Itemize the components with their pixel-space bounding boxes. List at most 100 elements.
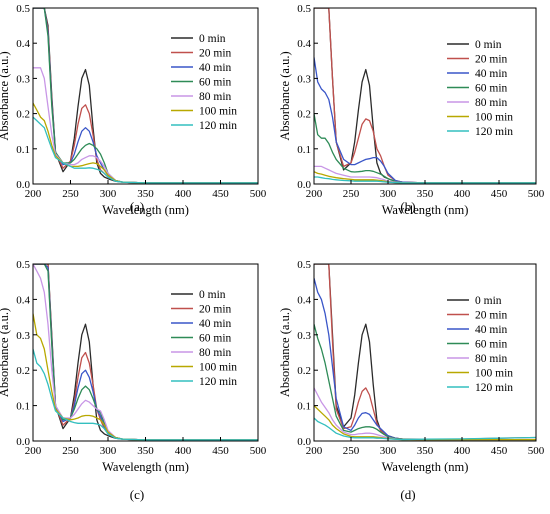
y-tick-label: 0.2 [16,365,30,377]
y-tick-label: 0.1 [297,401,311,413]
x-tick-label: 250 [62,188,79,200]
x-tick-label: 450 [212,188,229,200]
y-tick-label: 0.3 [16,330,30,342]
legend-label: 60 min [199,333,232,345]
series-line-0-min [314,8,536,184]
legend-label: 120 min [475,382,513,394]
legend-label: 120 min [199,120,237,132]
legend-label: 0 min [199,33,226,45]
x-tick-label: 500 [528,445,545,457]
series-line-120-min [314,176,536,184]
x-tick-label: 250 [343,188,360,200]
series-lines [33,264,258,441]
x-tick-label: 300 [380,445,397,457]
x-tick-label: 500 [528,188,545,200]
chart-panel-b: 200 250 300 350 400 450 500 0.0 0.1 0.2 0.3 0.4 0.5 W… [278,3,545,217]
y-tick-label: 0.3 [16,73,30,85]
y-axis-title: Absorbance (a.u.) [278,308,292,397]
legend-label: 40 min [475,324,508,336]
y-tick-label: 0.1 [16,401,30,413]
legend-label: 20 min [475,310,508,322]
x-tick-label: 400 [454,445,471,457]
legend-label: 80 min [199,347,232,359]
series-line-120-min [314,417,536,441]
legend: 0 min 20 min 40 min 60 min 80 min 100 min 120 … [171,289,237,388]
x-axis-title: Wavelength (nm) [102,460,189,474]
y-tick-label: 0.5 [297,259,311,271]
legend-label: 60 min [475,339,508,351]
panel-label: (c) [130,487,144,502]
y-tick-label: 0.0 [297,179,311,191]
chart-panel-c: 200 250 300 350 400 450 500 0.0 0.1 0.2 0.3 0.4 0.5 W… [0,259,267,502]
legend-label: 20 min [475,54,508,66]
y-tick-label: 0.4 [297,38,311,50]
legend-label: 40 min [199,318,232,330]
y-tick-label: 0.5 [297,3,311,15]
series-lines [33,8,258,184]
y-tick-label: 0.1 [297,144,311,156]
legend: 0 min 20 min 40 min 60 min 80 min 100 min 120 … [171,33,237,132]
x-tick-label: 350 [137,188,154,200]
chart-panel-a: 200 250 300 350 400 450 500 0.0 0.1 0.2 0.3 0.4 0.5 W… [0,3,267,217]
x-tick-label: 500 [250,445,267,457]
series-line-20-min [314,8,536,184]
series-lines [314,8,536,184]
y-tick-label: 0.2 [297,365,311,377]
legend-label: 120 min [475,126,513,138]
y-tick-label: 0.4 [297,294,311,306]
legend-label: 0 min [199,289,226,301]
x-tick-label: 350 [137,445,154,457]
legend-label: 80 min [475,353,508,365]
y-tick-label: 0.4 [16,294,30,306]
legend-label: 100 min [475,112,513,124]
x-tick-label: 300 [100,188,117,200]
x-axis-title: Wavelength (nm) [102,203,189,217]
legend-label: 0 min [475,295,502,307]
x-tick-label: 300 [380,188,397,200]
legend-label: 40 min [199,62,232,74]
x-tick-label: 300 [100,445,117,457]
x-tick-label: 400 [175,445,192,457]
x-tick-label: 250 [343,445,360,457]
legend-label: 60 min [199,77,232,89]
series-line-120-min [33,348,258,441]
y-tick-label: 0.0 [297,436,311,448]
legend-label: 20 min [199,48,232,60]
legend-label: 120 min [199,376,237,388]
series-line-120-min [33,116,258,184]
legend-label: 60 min [475,83,508,95]
chart-panel-d: 200 250 300 350 400 450 500 0.0 0.1 0.2 0.3 0.4 0.5 W… [278,259,545,502]
x-tick-label: 200 [25,188,42,200]
y-axis-title: Absorbance (a.u.) [278,51,292,140]
panel-label: (b) [400,199,415,214]
legend-label: 100 min [475,368,513,380]
y-tick-label: 0.0 [16,436,30,448]
x-tick-label: 400 [175,188,192,200]
legend-label: 40 min [475,68,508,80]
legend-label: 100 min [199,106,237,118]
legend: 0 min 20 min 40 min 60 min 80 min 100 min 120 … [447,295,513,394]
series-line-60-min [314,113,536,184]
legend-label: 0 min [475,39,502,51]
panel-label: (d) [400,487,415,502]
x-tick-label: 200 [25,445,42,457]
series-lines [314,264,536,441]
y-tick-label: 0.4 [16,38,30,50]
x-tick-label: 350 [417,188,434,200]
legend-label: 80 min [199,91,232,103]
legend: 0 min 20 min 40 min 60 min 80 min 100 min 120 … [447,39,513,138]
y-axis-title: Absorbance (a.u.) [0,308,11,397]
x-tick-label: 450 [212,445,229,457]
x-tick-label: 200 [306,188,323,200]
y-axis-title: Absorbance (a.u.) [0,51,11,140]
legend-label: 20 min [199,304,232,316]
y-tick-label: 0.1 [16,144,30,156]
plot-frame [313,7,537,185]
x-tick-label: 200 [306,445,323,457]
x-tick-label: 350 [417,445,434,457]
x-tick-label: 400 [454,188,471,200]
y-tick-label: 0.3 [297,330,311,342]
x-axis-title: Wavelength (nm) [382,460,469,474]
